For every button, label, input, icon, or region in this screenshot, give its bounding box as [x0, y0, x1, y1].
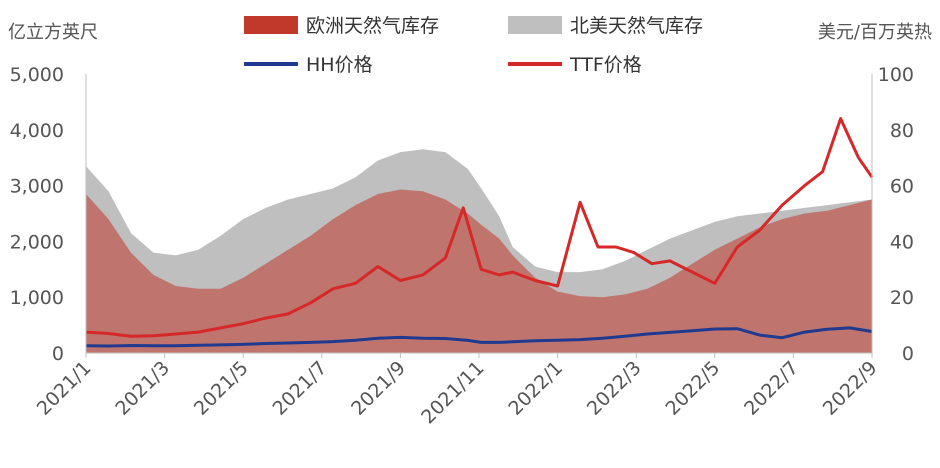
legend-label-hh-price: HH价格	[306, 54, 373, 76]
x-tick-label: 2021/5	[190, 357, 253, 420]
legend-label-ttf-price: TTF价格	[569, 54, 642, 76]
x-tick-label: 2022/3	[583, 357, 646, 420]
right-tick-label: 20	[890, 287, 914, 309]
left-tick-label: 1,000	[10, 287, 64, 309]
x-tick-label: 2022/7	[740, 357, 803, 420]
left-axis-unit: 亿立方英尺	[8, 22, 98, 43]
right-axis-unit: 美元/百万英热	[818, 22, 932, 43]
left-tick-label: 0	[52, 343, 64, 365]
right-tick-label: 100	[878, 64, 914, 86]
right-tick-label: 40	[890, 231, 914, 253]
x-tick-label: 2022/1	[504, 357, 567, 420]
x-tick-label: 2022/5	[662, 357, 725, 420]
legend-label-na-storage: 北美天然气库存	[570, 15, 703, 37]
legend-label-europe-storage: 欧洲天然气库存	[306, 15, 439, 37]
x-tick-label: 2021/9	[347, 357, 410, 420]
left-tick-label: 3,000	[10, 176, 64, 198]
plot-area	[85, 117, 874, 353]
x-tick-label: 2022/9	[819, 357, 882, 420]
right-tick-label: 60	[890, 176, 914, 198]
x-tick-label: 2021/3	[111, 357, 174, 420]
legend-swatch-na-storage	[508, 16, 562, 34]
left-tick-label: 5,000	[10, 64, 64, 86]
line-hh-price	[85, 326, 873, 348]
legend: 欧洲天然气库存 北美天然气库存 HH价格 TTF价格	[244, 15, 703, 76]
x-tick-label: 2021/7	[269, 357, 332, 420]
area-europe-storage	[86, 189, 872, 353]
x-tick-label: 2021/1	[33, 357, 96, 420]
legend-swatch-europe-storage	[244, 16, 298, 34]
right-tick-label: 80	[890, 120, 914, 142]
right-tick-label: 0	[902, 343, 914, 365]
x-tick-label: 2021/11	[417, 357, 488, 428]
line-ttf-price	[85, 117, 874, 338]
left-tick-label: 2,000	[10, 231, 64, 253]
left-tick-label: 4,000	[10, 120, 64, 142]
